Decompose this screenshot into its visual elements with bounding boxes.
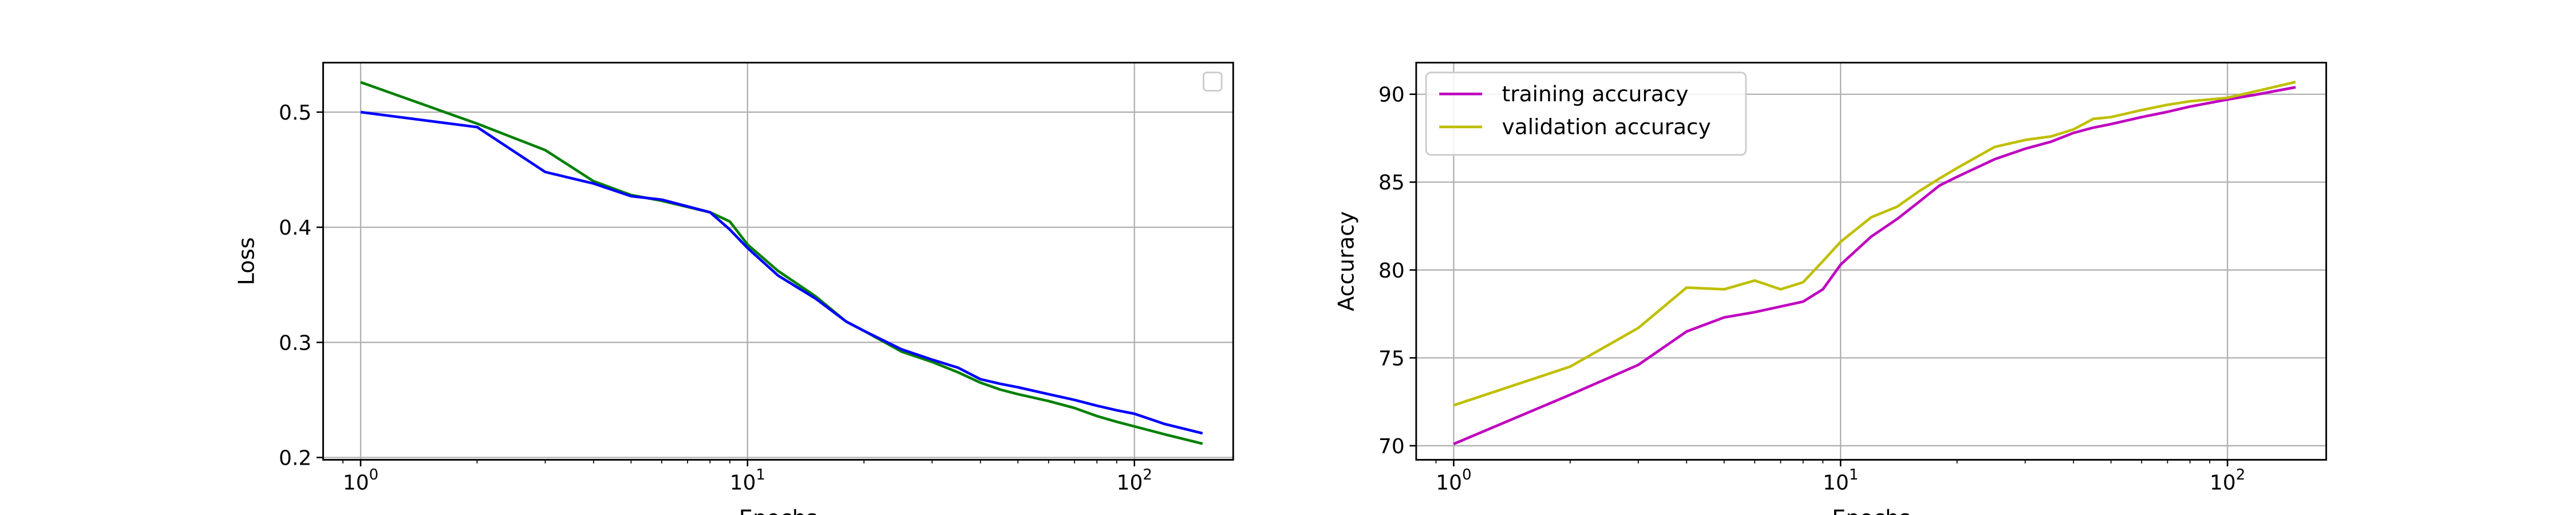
loss-y-axis-label: Loss — [234, 237, 260, 285]
loss-grid — [323, 62, 1234, 460]
loss-x-axis-label: Epochs — [739, 506, 817, 515]
accuracy-series-line-0 — [1453, 86, 2296, 445]
accuracy-legend-box[interactable] — [1425, 72, 1747, 156]
loss-y-tick-label: 0.4 — [279, 216, 311, 240]
accuracy-y-tick-label: 80 — [1378, 259, 1405, 283]
accuracy-x-tick-label: 100 — [1436, 466, 1471, 494]
loss-series-line-1 — [360, 110, 1203, 435]
loss-y-tick-label: 0.2 — [279, 446, 311, 470]
loss-ticks: 100 101 102 0.2 0.3 0.4 0.5 — [279, 101, 1152, 494]
loss-x-tick-label: 100 — [343, 466, 378, 494]
loss-axes-frame — [322, 62, 1234, 461]
accuracy-x-tick-label: 102 — [2210, 466, 2245, 494]
loss-legend-box[interactable] — [1202, 72, 1223, 92]
accuracy-y-tick-label: 70 — [1378, 435, 1405, 458]
accuracy-y-tick-label: 75 — [1378, 347, 1405, 370]
accuracy-x-tick-label: 101 — [1823, 466, 1858, 494]
accuracy-panel: 100 101 102 70 75 80 85 90 training accuracy val… — [1333, 62, 2328, 515]
accuracy-legend-label: training accuracy — [1502, 81, 1689, 106]
accuracy-ticks: 100 101 102 70 75 80 85 90 — [1378, 84, 2245, 495]
accuracy-legend[interactable]: training accuracy validation accuracy — [1425, 72, 1747, 156]
loss-y-tick-label: 0.3 — [279, 331, 311, 355]
loss-series-layer — [360, 81, 1203, 445]
loss-legend[interactable] — [1202, 72, 1223, 92]
accuracy-series-line-1 — [1453, 80, 2296, 407]
accuracy-y-axis-label: Accuracy — [1333, 211, 1359, 311]
accuracy-axes-frame — [1415, 62, 2328, 461]
accuracy-series-layer — [1453, 80, 2296, 445]
accuracy-legend-label: validation accuracy — [1502, 114, 1711, 140]
accuracy-x-axis-label: Epochs — [1832, 506, 1910, 515]
accuracy-y-tick-label: 85 — [1378, 171, 1405, 195]
accuracy-y-tick-label: 90 — [1378, 84, 1405, 107]
loss-x-tick-label: 101 — [730, 466, 765, 494]
loss-series-line-0 — [360, 81, 1203, 445]
loss-y-tick-label: 0.5 — [279, 101, 311, 125]
loss-panel: 100 101 102 0.2 0.3 0.4 0.5 Loss Epochs — [234, 62, 1234, 515]
loss-x-tick-label: 102 — [1117, 466, 1152, 494]
